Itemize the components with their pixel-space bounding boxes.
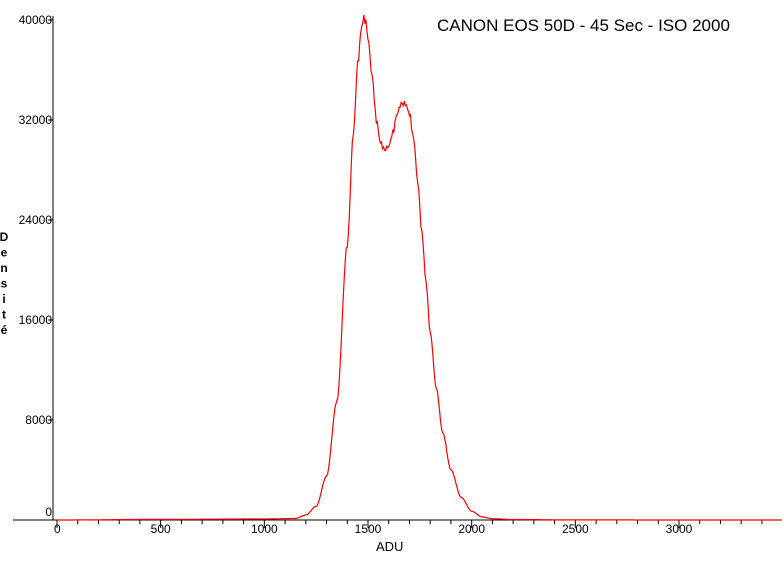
y-axis-label-letter: t [2,308,6,322]
x-tick-label: 2500 [562,522,589,536]
chart-axes [13,16,782,521]
x-tick-label: 3000 [666,522,693,536]
y-axis-label-letter: i [2,292,5,306]
y-tick-label: 40000 [19,13,53,27]
x-tick-label: 1000 [251,522,278,536]
y-axis-label-letter: s [1,277,8,291]
y-axis-label-letter: é [1,323,8,337]
x-tick-label: 500 [151,522,171,536]
x-tick-label: 1500 [355,522,382,536]
x-tick-label: 0 [54,522,61,536]
y-axis-label-letter: n [0,261,7,275]
y-tick-label: 32000 [19,113,53,127]
x-axis-label: ADU [376,539,403,554]
y-tick-label: 16000 [19,313,53,327]
x-tick-label: 2000 [458,522,485,536]
y-tick-label: 24000 [19,213,53,227]
y-axis-label-letter: D [0,230,9,244]
y-axis-ticks: 0 8000 16000 24000 32000 40000 [19,13,53,521]
chart-title: CANON EOS 50D - 45 Sec - ISO 2000 [437,16,730,35]
y-tick-label: 8000 [25,413,52,427]
y-tick-label: 0 [45,505,52,519]
density-series-line [57,14,782,521]
y-axis-label-letter: e [1,246,8,260]
x-axis-ticks: 0 500 1000 1500 2000 2500 3000 [54,520,763,536]
